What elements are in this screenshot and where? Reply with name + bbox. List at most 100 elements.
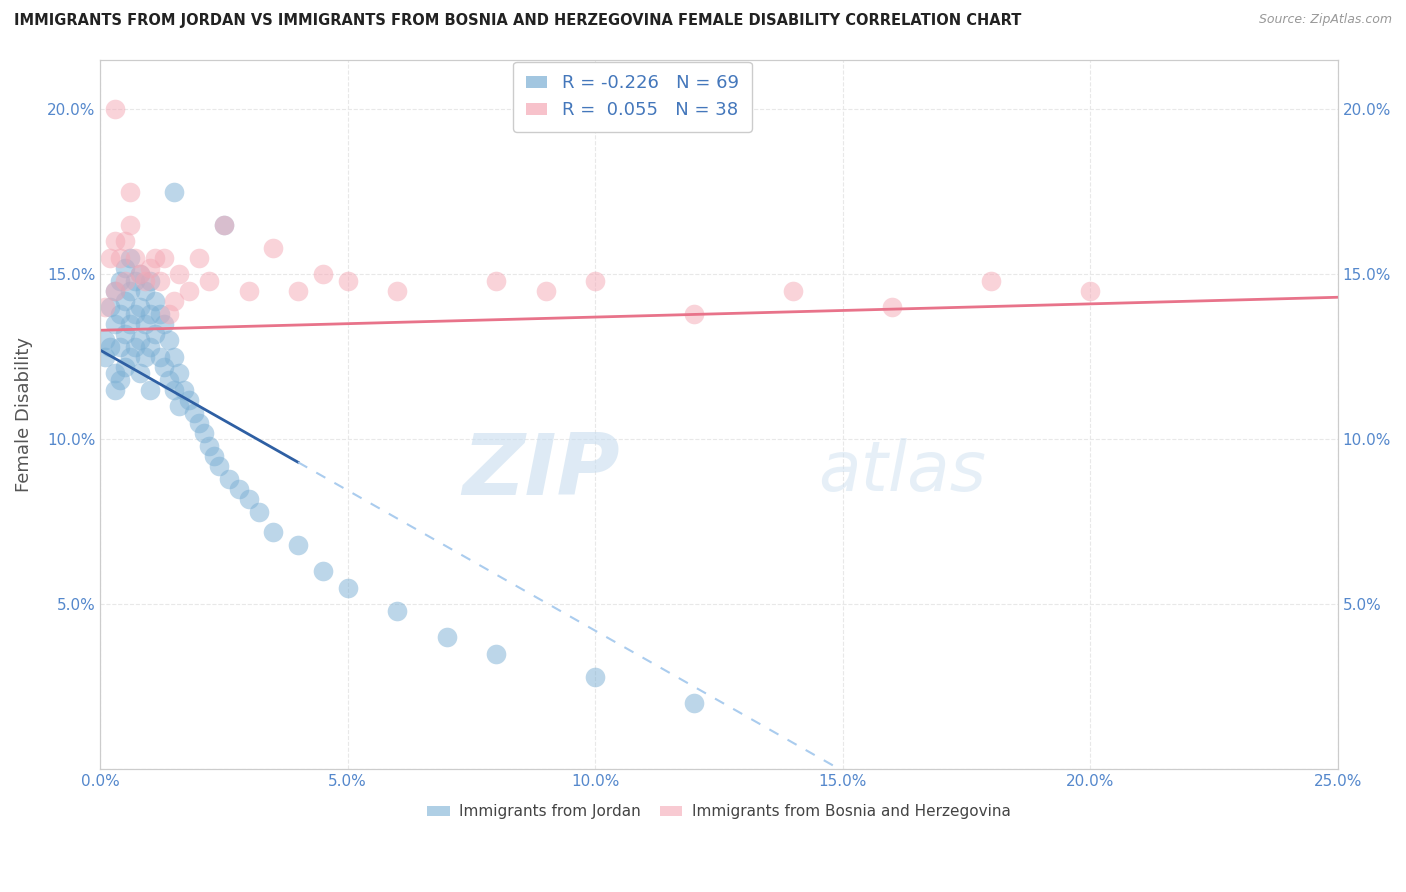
Point (114, 274, 136, 288)
Point (208, 458, 231, 473)
Text: ZIP: ZIP (463, 430, 620, 513)
Point (94, 300, 117, 314)
Point (159, 373, 181, 387)
Point (436, 630, 458, 644)
Point (193, 425, 215, 440)
Point (228, 482, 250, 496)
Point (138, 274, 160, 288)
Point (169, 267, 191, 281)
Point (134, 284, 156, 298)
Point (124, 274, 146, 288)
Point (202, 449, 225, 463)
Point (138, 307, 160, 321)
Point (94, 350, 117, 364)
Point (114, 326, 136, 341)
Point (104, 317, 127, 331)
Point (134, 274, 156, 288)
Point (782, 284, 804, 298)
Legend: Immigrants from Jordan, Immigrants from Bosnia and Herzegovina: Immigrants from Jordan, Immigrants from … (422, 798, 1017, 825)
Point (104, 234, 127, 248)
Text: atlas: atlas (818, 438, 986, 505)
Text: IMMIGRANTS FROM JORDAN VS IMMIGRANTS FROM BOSNIA AND HERZEGOVINA FEMALE DISABILI: IMMIGRANTS FROM JORDAN VS IMMIGRANTS FRO… (14, 13, 1021, 29)
Point (683, 307, 706, 321)
Point (118, 185, 141, 199)
Point (218, 472, 240, 486)
Point (104, 383, 127, 397)
Point (287, 538, 309, 552)
Point (153, 317, 176, 331)
Point (108, 373, 131, 387)
Point (183, 406, 205, 420)
Point (108, 274, 131, 288)
Point (312, 267, 335, 281)
Point (104, 284, 127, 298)
Point (128, 267, 150, 281)
Point (198, 439, 221, 453)
Point (312, 564, 335, 578)
Point (153, 359, 176, 374)
Text: Source: ZipAtlas.com: Source: ZipAtlas.com (1258, 13, 1392, 27)
Point (148, 274, 170, 288)
Point (98, 300, 121, 314)
Point (94, 333, 117, 347)
Point (148, 350, 170, 364)
Point (138, 340, 160, 354)
Point (98, 340, 121, 354)
Point (163, 293, 186, 308)
Point (179, 284, 201, 298)
Point (148, 307, 170, 321)
Point (336, 274, 359, 288)
Point (262, 524, 284, 539)
Point (143, 293, 166, 308)
Point (534, 284, 557, 298)
Point (385, 284, 408, 298)
Point (108, 340, 131, 354)
Point (212, 218, 235, 232)
Point (583, 670, 606, 684)
Point (287, 284, 309, 298)
Point (163, 185, 186, 199)
Point (179, 392, 201, 407)
Point (124, 251, 146, 265)
Point (118, 218, 141, 232)
Point (169, 399, 191, 413)
Point (163, 383, 186, 397)
Point (980, 274, 1002, 288)
Point (104, 284, 127, 298)
Point (108, 251, 131, 265)
Point (159, 307, 181, 321)
Point (583, 274, 606, 288)
Point (118, 284, 141, 298)
Point (159, 333, 181, 347)
Point (882, 300, 904, 314)
Point (212, 218, 235, 232)
Point (128, 300, 150, 314)
Point (128, 333, 150, 347)
Point (114, 234, 136, 248)
Point (143, 326, 166, 341)
Point (238, 284, 260, 298)
Point (114, 359, 136, 374)
Point (134, 350, 156, 364)
Point (118, 317, 141, 331)
Point (683, 696, 706, 710)
Point (336, 581, 359, 595)
Point (118, 350, 141, 364)
Point (104, 102, 127, 116)
Point (108, 307, 131, 321)
Point (138, 383, 160, 397)
Point (98, 251, 121, 265)
Point (188, 416, 211, 430)
Point (238, 491, 260, 506)
Point (143, 251, 166, 265)
Point (124, 307, 146, 321)
Point (485, 647, 508, 661)
Point (385, 604, 408, 618)
Point (1078, 284, 1101, 298)
Point (128, 267, 150, 281)
Point (118, 251, 141, 265)
Point (114, 293, 136, 308)
Point (163, 350, 186, 364)
Point (124, 340, 146, 354)
Point (485, 274, 508, 288)
